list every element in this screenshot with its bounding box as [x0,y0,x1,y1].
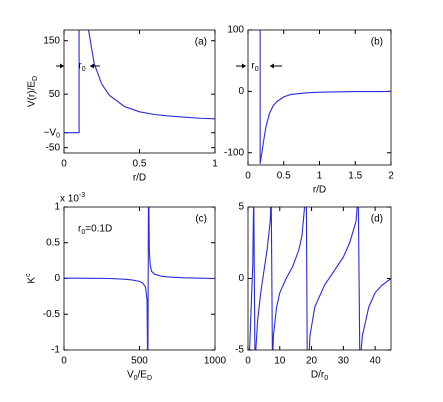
y-tick-label: −V0 [44,127,61,140]
panel-label: (a) [195,37,207,48]
panel-label: (c) [195,214,207,225]
data-line [249,207,391,350]
x-axis-label: r/D [313,185,326,196]
arrow-head [60,63,64,69]
plot-frame [63,206,216,351]
x-tick-label: 20 [306,356,318,367]
x-axis-label: V0/ED [127,370,152,383]
x-tick-label: 500 [131,356,148,367]
x-tick-label: 1000 [204,356,227,367]
note: r0=0.1D [78,224,112,237]
x-tick-label: 30 [338,356,350,367]
y-tick-label: 0 [54,273,60,284]
x-tick-label: 0 [61,356,67,367]
y-tick-label: 50 [49,89,61,100]
data-line [64,207,215,350]
y-tick-label: -100 [224,147,244,158]
plot-frame [63,29,216,154]
arrow-head [242,63,246,69]
annotation: r0 [78,61,85,74]
annotation: r0 [251,61,258,74]
x-axis-label: D/r0 [311,370,328,383]
y-tick-label: -0.5 [43,309,61,320]
y-tick-label: 150 [43,35,60,46]
data-line [64,30,215,134]
data-line [259,30,391,164]
y-tick-label: 0 [238,273,244,284]
x-tick-label: 0.5 [133,159,147,170]
y-tick-label: -1 [51,345,60,356]
y-tick-label: 0.5 [46,237,60,248]
y-tick-label: 5 [238,202,244,213]
panel-label: (b) [371,37,383,48]
x-tick-label: 40 [370,356,382,367]
plot-frame [247,29,392,166]
x-tick-label: 10 [274,356,286,367]
y-multiplier: x 10-3 [60,192,85,204]
x-tick-label: 0 [61,159,67,170]
y-axis-label: Kc [25,273,37,284]
x-tick-label: 0.5 [277,171,291,182]
x-axis-label: r/D [133,173,146,184]
x-tick-label: 0 [245,171,251,182]
plot-frame [247,206,392,351]
x-tick-label: 1 [317,171,323,182]
arrow-head [90,63,94,69]
y-tick-label: 1 [54,202,60,213]
y-tick-label: 0 [238,86,244,97]
arrow-head [270,63,274,69]
y-tick-label: -5 [235,345,244,356]
panel-label: (d) [371,214,383,225]
x-tick-label: 0 [245,356,251,367]
y-axis-label: V(r)/ED [27,76,40,107]
x-tick-label: 1 [212,159,218,170]
x-tick-label: 2 [388,171,394,182]
x-tick-label: 1.5 [348,171,362,182]
y-tick-label: 100 [227,25,244,36]
y-tick-label: -50 [46,142,61,153]
